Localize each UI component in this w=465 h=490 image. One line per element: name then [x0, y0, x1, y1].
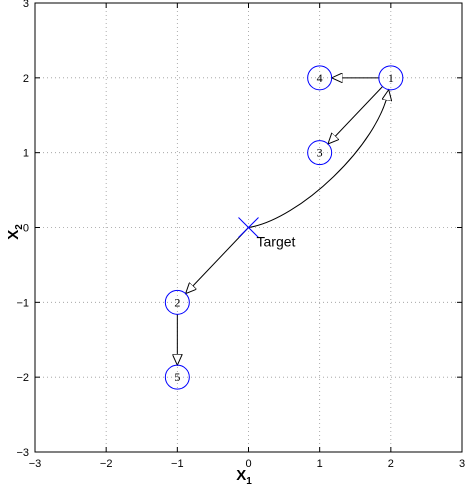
y-tick-label: −1: [16, 297, 29, 309]
ticks: −3 −2 −1 0 1 2 3 −3 −2 −1 0 1 2 3: [16, 0, 465, 470]
x-axis-label-sub: 1: [246, 476, 252, 487]
x-tick-label: 3: [459, 458, 465, 470]
nodes: 1 2 3 4 5: [164, 65, 404, 390]
node-5-label: 5: [174, 370, 180, 384]
x-tick-label: 1: [317, 458, 323, 470]
x-tick-label: −3: [29, 458, 42, 470]
x-tick-label: 0: [245, 458, 251, 470]
y-tick-label: 0: [23, 223, 29, 235]
y-axis-label-sub: 2: [14, 224, 25, 230]
y-tick-label: −3: [16, 447, 29, 459]
edge-target-to-2: [186, 227, 249, 294]
x-tick-label: −2: [100, 458, 113, 470]
y-tick-label: 1: [23, 148, 29, 160]
target-marker: Target: [238, 217, 296, 250]
x-axis-label: X1: [236, 467, 252, 487]
y-tick-label: 3: [23, 0, 29, 10]
node-5-circle: [164, 364, 190, 390]
target-cross-b: [238, 217, 259, 238]
node-2-label: 2: [174, 295, 180, 309]
edges: [177, 78, 388, 365]
x-tick-label: −1: [171, 458, 184, 470]
node-3-circle: [307, 140, 333, 166]
y-tick-label: −2: [16, 372, 29, 384]
y-axis-label: X2: [5, 224, 25, 240]
node-1-circle: [378, 65, 404, 91]
y-tick-label: 2: [23, 73, 29, 85]
node-3-label: 3: [317, 146, 323, 160]
x-axis-label-main: X: [236, 467, 246, 484]
edge-1-to-3: [328, 86, 383, 144]
target-label: Target: [257, 234, 296, 250]
x-tick-label: 2: [388, 458, 394, 470]
node-4-circle: [307, 65, 333, 91]
node-2-circle: [164, 289, 190, 315]
node-4-label: 4: [317, 71, 323, 85]
y-axis-label-main: X: [5, 230, 22, 240]
edge-target-to-1: [248, 90, 389, 228]
node-1-label: 1: [388, 71, 394, 85]
